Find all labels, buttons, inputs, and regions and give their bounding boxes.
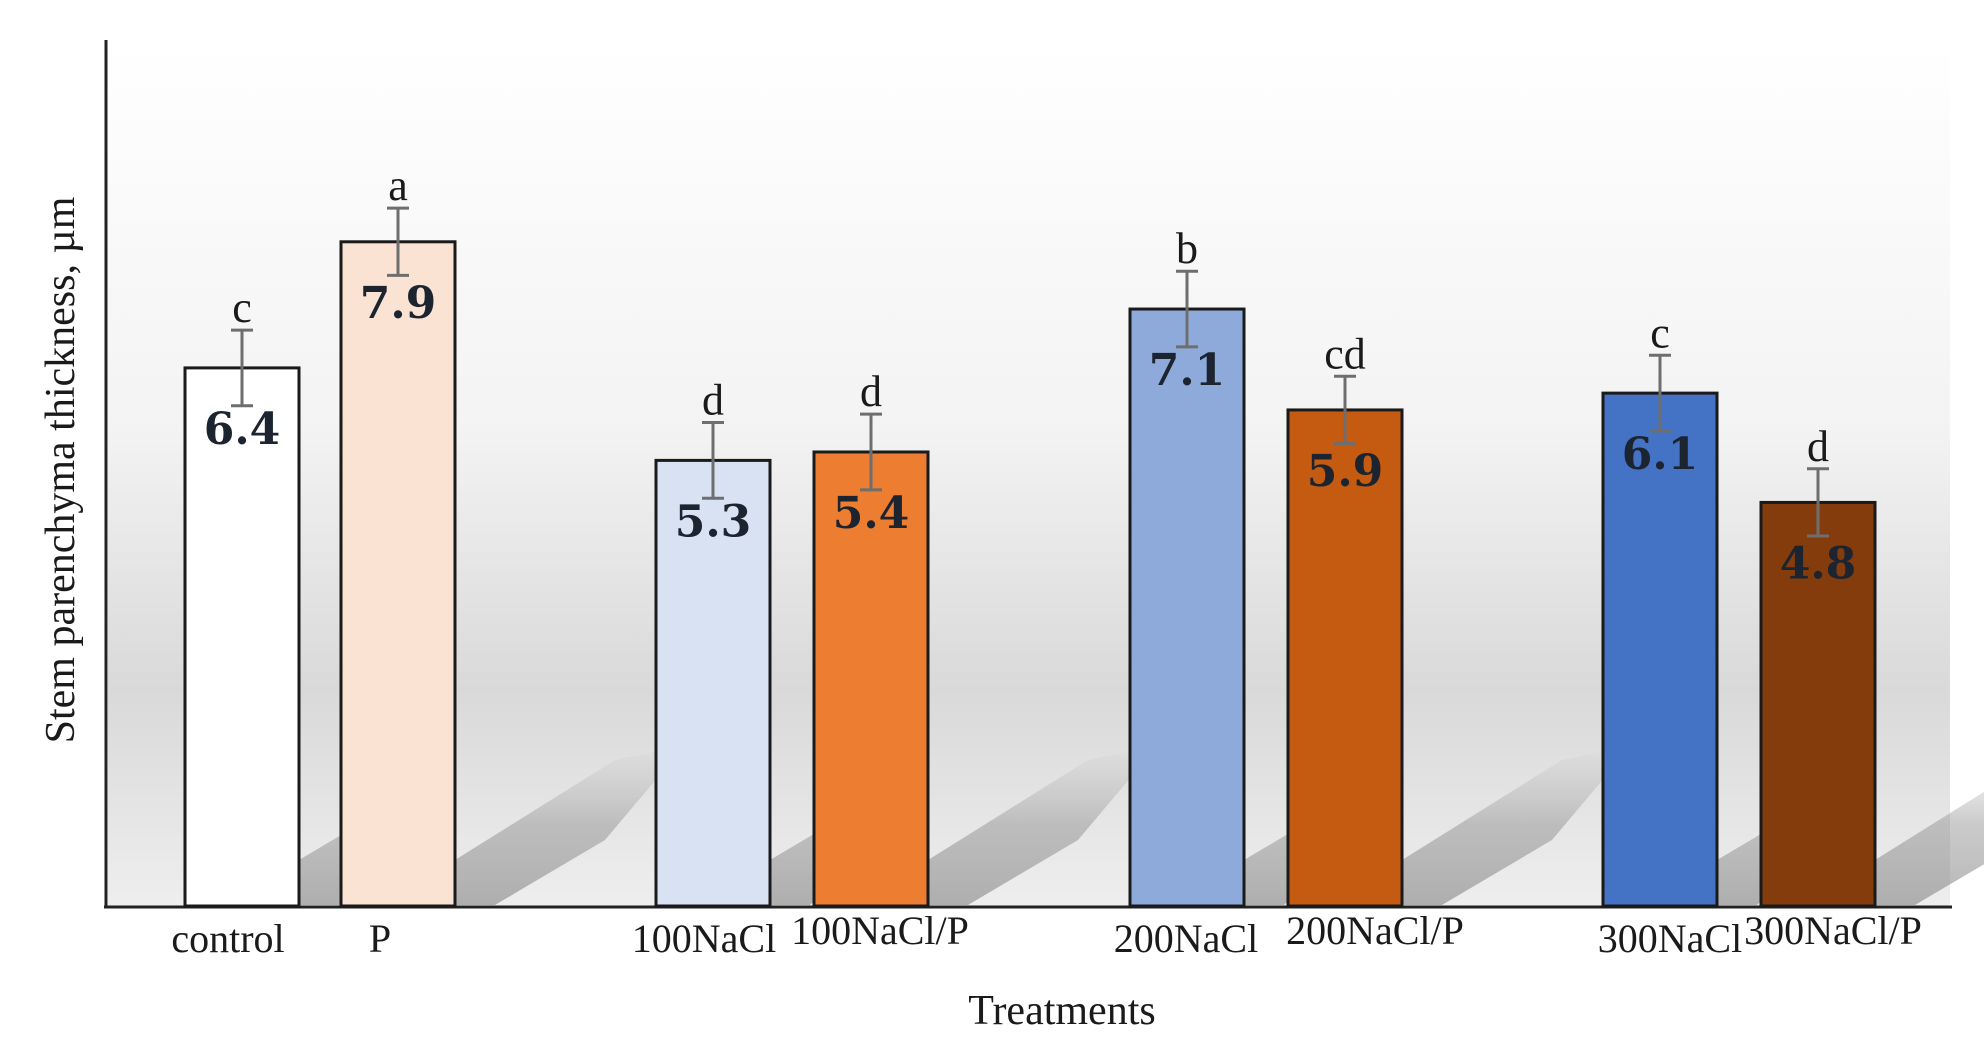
- value-labels-group: 6.4 7.9 5.3 5.4 7.1 5.9 6.1 4.8: [204, 278, 1857, 590]
- bar-300nacl-p: [1759, 500, 1877, 908]
- x-tick-label: 200NaCl/P: [1286, 908, 1464, 953]
- bar-p: [339, 240, 457, 908]
- bar-200nacl: [1128, 307, 1246, 908]
- x-tick-label: P: [369, 916, 391, 961]
- group-shadow: [1402, 745, 1632, 905]
- bar-value-label: 5.9: [1307, 446, 1384, 497]
- bar-300nacl: [1601, 391, 1719, 908]
- bar-value-label: 7.1: [1149, 345, 1226, 396]
- bar-value-label: 6.4: [204, 404, 281, 455]
- x-tick-label: 200NaCl: [1114, 916, 1258, 961]
- x-tick-label: 300NaCl: [1598, 916, 1742, 961]
- bar-value-label: 6.1: [1622, 429, 1699, 480]
- significance-letter: c: [232, 283, 252, 332]
- x-tick-label: 100NaCl/P: [791, 908, 969, 953]
- bar-control: [183, 366, 301, 908]
- significance-letter: d: [1807, 422, 1829, 471]
- bar-value-label: 4.8: [1780, 538, 1857, 589]
- x-tick-labels-group: control P 100NaCl 100NaCl/P 200NaCl 200NaCl/P…: [171, 908, 1922, 961]
- group-shadow: [1875, 791, 1984, 905]
- x-tick-label: 100NaCl: [632, 916, 776, 961]
- group-shadow: [455, 745, 685, 905]
- significance-letter: d: [702, 376, 724, 425]
- bar-value-label: 7.9: [360, 278, 437, 329]
- error-bars-group: [231, 206, 1829, 538]
- x-tick-label: 300NaCl/P: [1744, 908, 1922, 953]
- bar-100nacl: [654, 458, 772, 908]
- y-axis-title: Stem parenchyma thickness, µm: [38, 196, 84, 743]
- x-tick-label: control: [171, 916, 284, 961]
- bars-group: [183, 240, 1877, 908]
- significance-letter: d: [860, 367, 882, 416]
- significance-letter: c: [1650, 308, 1670, 357]
- bar-value-label: 5.4: [833, 488, 910, 539]
- x-axis-title: Treatments: [968, 988, 1155, 1034]
- significance-letter: b: [1176, 224, 1198, 273]
- bar-value-label: 5.3: [675, 496, 752, 547]
- bar-100nacl-p: [812, 450, 930, 908]
- significance-letter: cd: [1324, 329, 1366, 378]
- group-shadow: [928, 745, 1158, 905]
- significance-letter: a: [388, 161, 408, 210]
